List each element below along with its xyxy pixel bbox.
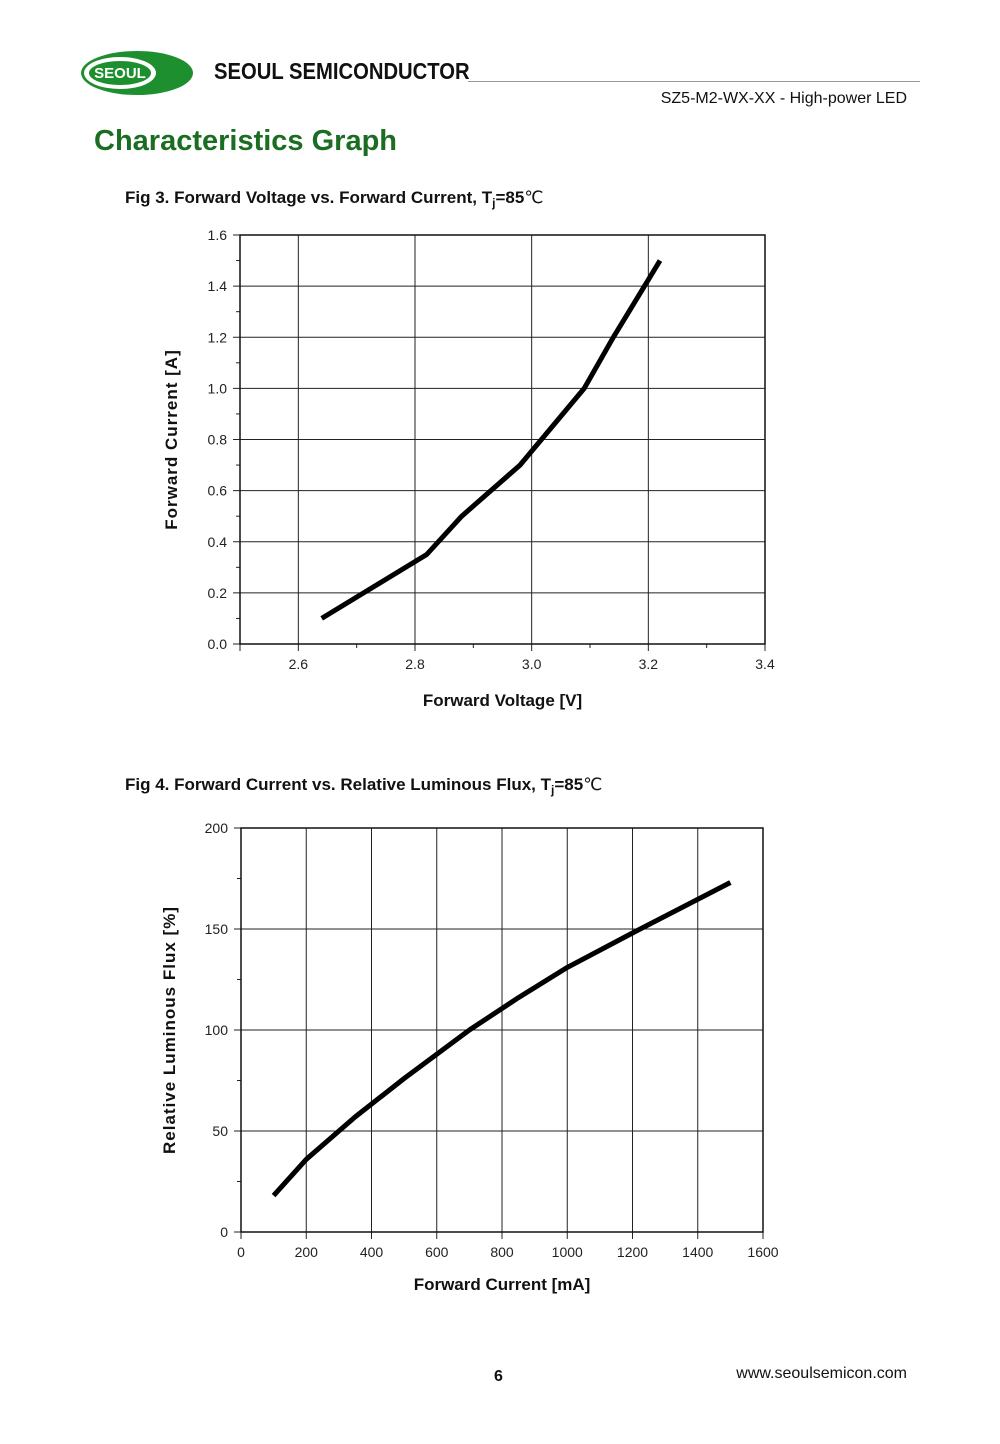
series-line	[271, 880, 732, 1198]
x-tick-label: 1600	[747, 1244, 778, 1260]
caption-text: Fig 3. Forward Voltage vs. Forward Curre…	[125, 188, 493, 207]
x-tick-label: 800	[490, 1244, 514, 1260]
header-divider	[468, 81, 920, 82]
caption-unit: ℃	[524, 188, 544, 207]
caption-value: =85	[495, 188, 525, 207]
series-line	[320, 259, 663, 621]
y-tick-label: 0.2	[208, 585, 228, 601]
x-axis-label: Forward Current [mA]	[414, 1275, 591, 1294]
x-tick-label: 3.0	[522, 656, 542, 672]
x-tick-label: 400	[360, 1244, 384, 1260]
y-axis-label: Forward Current [A]	[162, 349, 181, 530]
x-tick-label: 2.8	[405, 656, 425, 672]
x-tick-label: 1200	[617, 1244, 648, 1260]
plot-frame	[240, 827, 764, 1233]
y-axis-label: Relative Luminous Flux [%]	[160, 906, 179, 1154]
y-tick-label: 1.2	[208, 329, 228, 345]
section-title: Characteristics Graph	[94, 125, 398, 157]
caption-text: Fig 4. Forward Current vs. Relative Lumi…	[125, 775, 552, 794]
caption-value: =85	[554, 775, 584, 794]
y-tick-label: 150	[205, 921, 229, 937]
x-tick-label: 3.2	[639, 656, 659, 672]
y-tick-label: 200	[205, 820, 229, 836]
y-tick-label: 1.0	[208, 380, 228, 396]
x-tick-label: 1400	[682, 1244, 713, 1260]
page-number: 6	[494, 1368, 503, 1385]
x-tick-label: 3.4	[755, 656, 775, 672]
caption-subscript: j	[551, 783, 555, 797]
x-tick-label: 200	[295, 1244, 319, 1260]
figure-3-caption: Fig 3. Forward Voltage vs. Forward Curre…	[125, 188, 543, 210]
y-tick-label: 1.6	[208, 227, 228, 243]
figure-4-caption: Fig 4. Forward Current vs. Relative Lumi…	[125, 775, 602, 797]
y-tick-label: 0	[220, 1224, 228, 1240]
y-tick-label: 0.0	[208, 636, 228, 652]
document-title: SZ5-M2-WX-XX - High-power LED	[660, 90, 907, 107]
caption-unit: ℃	[583, 775, 603, 794]
x-axis-label: Forward Voltage [V]	[423, 691, 582, 710]
plot-frame	[239, 234, 766, 645]
seoul-logo-text: SEOUL	[94, 65, 146, 82]
y-tick-label: 100	[205, 1022, 229, 1038]
seoul-logo-core	[89, 61, 151, 85]
y-tick-label: 0.6	[208, 483, 228, 499]
company-name: SEOUL SEMICONDUCTOR	[214, 58, 470, 84]
website-url: www.seoulsemicon.com	[736, 1365, 907, 1382]
x-tick-label: 2.6	[289, 656, 309, 672]
x-tick-label: 600	[425, 1244, 449, 1260]
y-tick-label: 1.4	[208, 278, 228, 294]
x-tick-label: 1000	[552, 1244, 583, 1260]
y-tick-label: 0.4	[208, 534, 228, 550]
x-tick-label: 0	[237, 1244, 245, 1260]
y-tick-label: 0.8	[208, 432, 228, 448]
caption-subscript: j	[492, 196, 496, 210]
y-tick-label: 50	[212, 1123, 228, 1139]
seoul-logo: SEOUL	[81, 51, 193, 95]
